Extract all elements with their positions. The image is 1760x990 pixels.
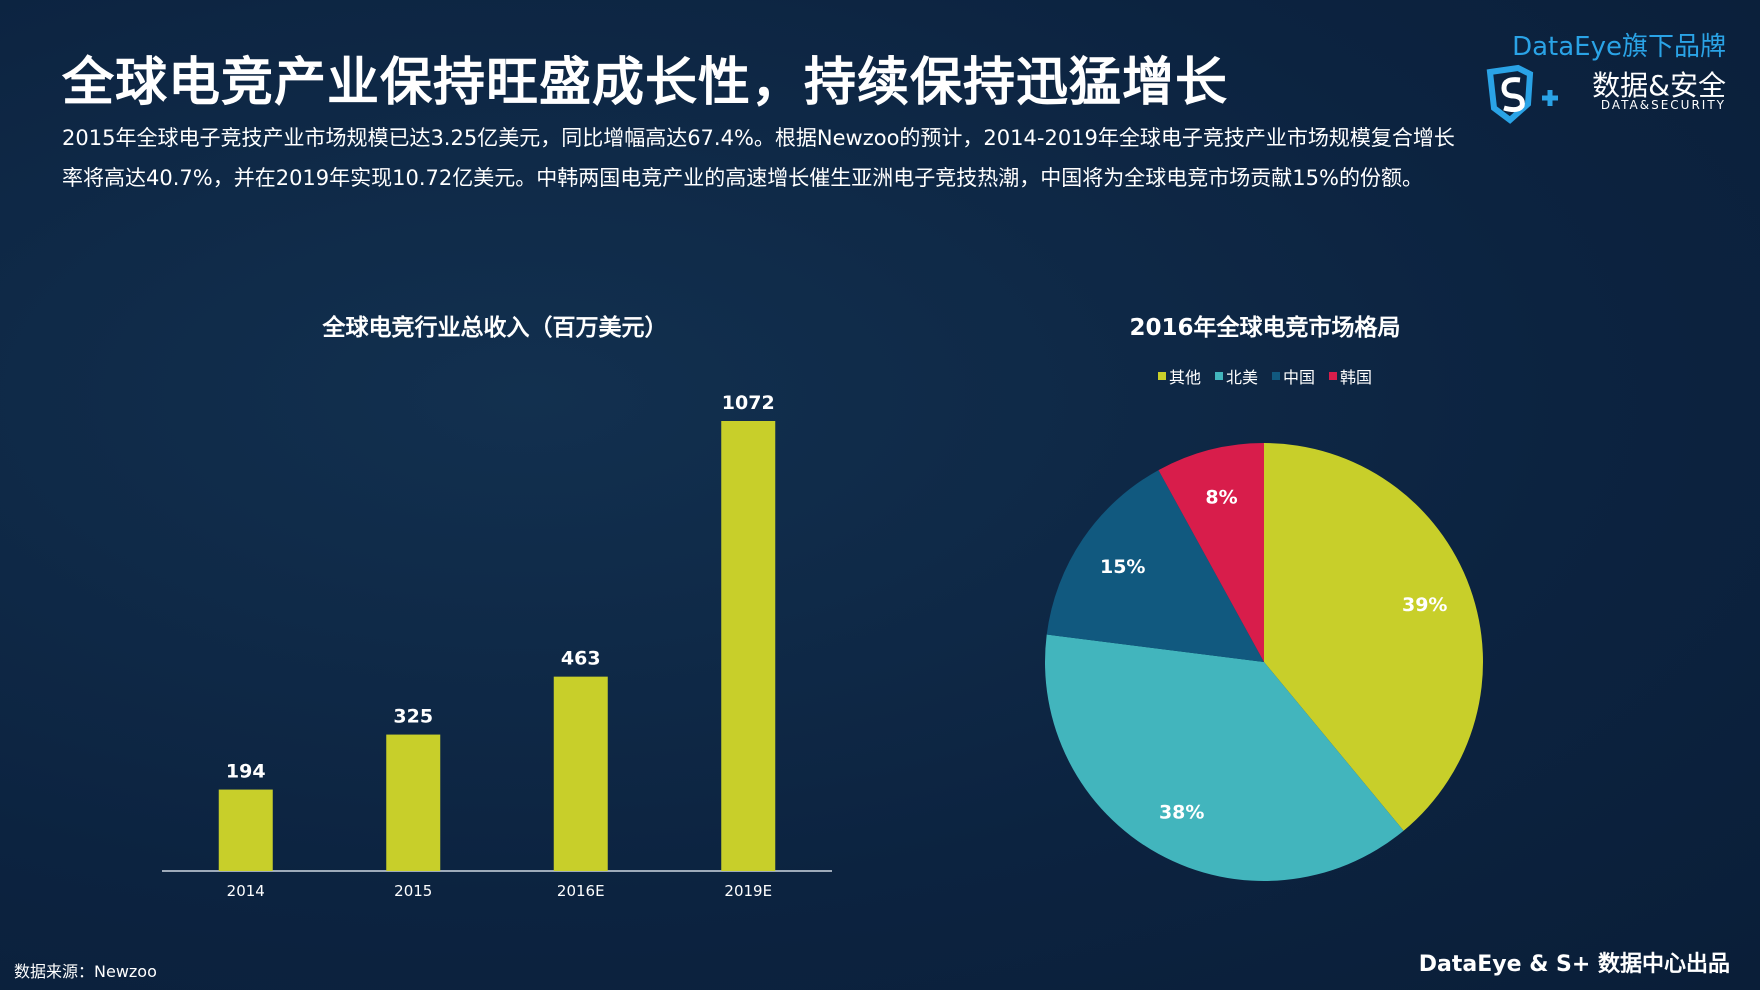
pie-slice-label: 15% — [1100, 556, 1145, 578]
footer-credit: DataEye & S+ 数据中心出品 — [1418, 952, 1730, 977]
brand-name-en: DATA&SECURITY — [1600, 98, 1726, 112]
bar-tick-label: 2019E — [724, 882, 772, 900]
legend-item: 韩国 — [1329, 364, 1372, 388]
legend-label: 中国 — [1283, 368, 1316, 387]
data-source: 数据来源：Newzoo — [14, 962, 157, 981]
bar-tick-label: 2014 — [227, 882, 265, 900]
legend-swatch — [1157, 372, 1166, 380]
brand-name-cn: 数据&安全 — [1592, 69, 1726, 102]
bar-2016E — [553, 676, 608, 871]
pie-legend: 其他 北美 中国 韩国 — [1030, 364, 1500, 388]
pie-slice-label: 38% — [1159, 802, 1204, 824]
bar-tick-label: 2016E — [557, 882, 605, 900]
legend-item: 北美 — [1214, 364, 1258, 388]
pie-slice-中国 — [1046, 470, 1264, 662]
s-plus-shield-icon — [1486, 64, 1558, 124]
bar-value-label: 1072 — [722, 392, 775, 414]
bar-value-label: 325 — [393, 706, 433, 728]
bar-tick-label: 2015 — [394, 882, 432, 900]
brand-block: DataEye旗下品牌 数据&安全 DATA&SECURITY — [1466, 26, 1726, 126]
pie-slice-其他 — [1264, 443, 1483, 831]
pie-slice-北美 — [1045, 634, 1404, 881]
page-title: 全球电竞产业保持旺盛成长性，持续保持迅猛增长 — [62, 53, 1229, 113]
intro-paragraph: 2015年全球电子竞技产业市场规模已达3.25亿美元，同比增幅高达67.4%。根… — [62, 126, 1455, 190]
bar-value-label: 194 — [226, 761, 266, 783]
legend-swatch — [1272, 372, 1280, 380]
bar-2014 — [218, 789, 273, 871]
pie-slice-label: 8% — [1205, 487, 1237, 509]
bar-value-label: 463 — [561, 648, 601, 670]
legend-item: 中国 — [1272, 364, 1315, 388]
bar-chart-title: 全球电竞行业总收入（百万美元） — [322, 315, 668, 341]
legend-swatch — [1214, 372, 1223, 380]
legend-swatch — [1329, 372, 1338, 380]
bar-2015 — [386, 734, 441, 871]
pie-slice-label: 39% — [1402, 594, 1447, 616]
pie-chart-title: 2016年全球电竞市场格局 — [1129, 315, 1401, 341]
legend-label: 其他 — [1168, 368, 1201, 387]
brand-parent-label: DataEye旗下品牌 — [1512, 32, 1726, 62]
legend-label: 韩国 — [1340, 368, 1373, 387]
legend-item: 其他 — [1157, 364, 1201, 388]
bar-2019E — [721, 421, 776, 871]
legend-label: 北美 — [1225, 368, 1258, 387]
pie-slice-韩国 — [1158, 443, 1264, 662]
